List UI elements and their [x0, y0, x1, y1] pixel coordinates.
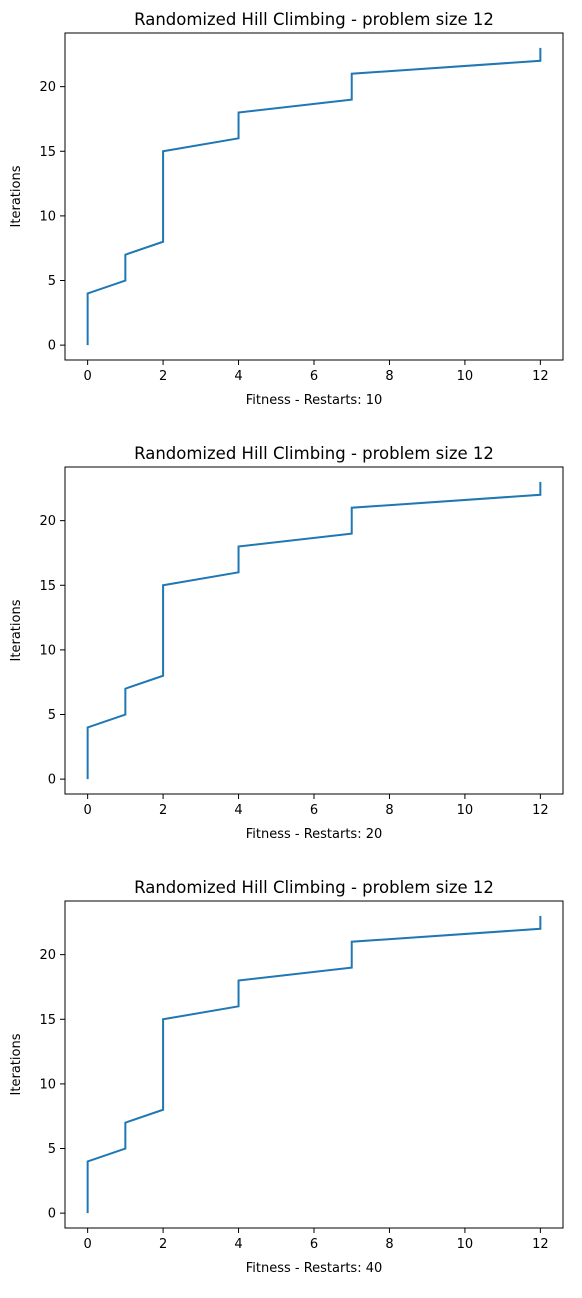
x-tick-label: 8	[385, 803, 393, 818]
y-axis-label: Iterations	[9, 165, 24, 227]
line-chart: Randomized Hill Climbing - problem size …	[9, 878, 564, 1276]
x-tick-label: 10	[457, 803, 474, 818]
y-tick-label: 20	[39, 948, 56, 963]
x-tick-label: 2	[159, 1237, 167, 1252]
chart-panel-restarts-20: Randomized Hill Climbing - problem size …	[0, 434, 582, 864]
y-tick-label: 10	[39, 1077, 56, 1092]
x-tick-label: 6	[310, 803, 318, 818]
x-tick-label: 10	[457, 1237, 474, 1252]
y-tick-label: 20	[39, 514, 56, 529]
x-tick-label: 10	[457, 369, 474, 384]
x-axis-label: Fitness - Restarts: 10	[246, 393, 383, 408]
line-chart: Randomized Hill Climbing - problem size …	[9, 10, 564, 408]
y-tick-label: 20	[39, 80, 56, 95]
plot-frame	[64, 32, 564, 361]
plot-frame	[64, 900, 564, 1229]
y-tick-label: 15	[39, 145, 56, 160]
x-tick-label: 4	[234, 1237, 242, 1252]
plot-frame	[64, 466, 564, 795]
x-tick-label: 6	[310, 369, 318, 384]
y-tick-label: 0	[48, 1207, 56, 1222]
x-tick-label: 0	[83, 803, 91, 818]
y-tick-label: 15	[39, 579, 56, 594]
series-line	[86, 915, 542, 1214]
y-tick-label: 5	[48, 708, 56, 723]
x-tick-label: 12	[532, 1237, 549, 1252]
x-tick-label: 8	[385, 1237, 393, 1252]
y-tick-label: 0	[48, 339, 56, 354]
x-tick-label: 4	[234, 803, 242, 818]
x-tick-label: 4	[234, 369, 242, 384]
x-axis-label: Fitness - Restarts: 20	[246, 827, 383, 842]
y-tick-label: 10	[39, 209, 56, 224]
x-tick-label: 2	[159, 369, 167, 384]
chart-title: Randomized Hill Climbing - problem size …	[134, 10, 494, 29]
x-tick-label: 12	[532, 803, 549, 818]
x-tick-label: 12	[532, 369, 549, 384]
y-tick-label: 0	[48, 773, 56, 788]
series-line	[86, 481, 542, 780]
y-tick-label: 15	[39, 1013, 56, 1028]
x-tick-label: 2	[159, 803, 167, 818]
y-axis-label: Iterations	[9, 599, 24, 661]
x-tick-label: 0	[83, 369, 91, 384]
y-tick-label: 5	[48, 1142, 56, 1157]
chart-title: Randomized Hill Climbing - problem size …	[134, 878, 494, 897]
series-line	[86, 47, 542, 346]
chart-panel-restarts-10: Randomized Hill Climbing - problem size …	[0, 0, 582, 430]
y-tick-label: 5	[48, 274, 56, 289]
y-axis-label: Iterations	[9, 1033, 24, 1095]
x-tick-label: 0	[83, 1237, 91, 1252]
chart-title: Randomized Hill Climbing - problem size …	[134, 444, 494, 463]
x-tick-label: 8	[385, 369, 393, 384]
x-axis-label: Fitness - Restarts: 40	[246, 1261, 383, 1276]
chart-panel-restarts-40: Randomized Hill Climbing - problem size …	[0, 868, 582, 1298]
y-tick-label: 10	[39, 643, 56, 658]
line-chart: Randomized Hill Climbing - problem size …	[9, 444, 564, 842]
x-tick-label: 6	[310, 1237, 318, 1252]
